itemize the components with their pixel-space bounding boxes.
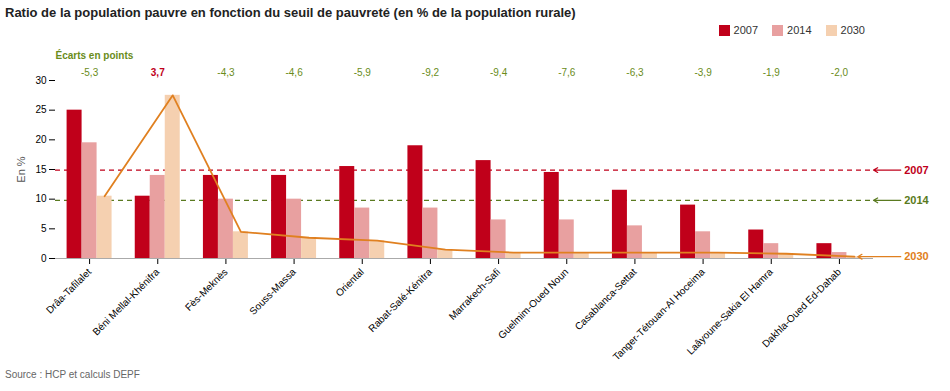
svg-text:Casablanca-Settat: Casablanca-Settat <box>573 266 639 332</box>
svg-text:10: 10 <box>35 193 47 204</box>
svg-text:Rabat-Salé-Kénitra: Rabat-Salé-Kénitra <box>366 266 434 334</box>
html-text:Source : HCP et calculs DEPF: Source : HCP et calculs DEPF <box>5 369 140 380</box>
svg-text:-7,6: -7,6 <box>558 67 576 78</box>
svg-text:2030: 2030 <box>904 250 928 262</box>
html-text:Ratio de la population pauvre: Ratio de la population pauvre en fonctio… <box>5 5 576 20</box>
svg-text:5: 5 <box>41 223 47 234</box>
svg-text:Oriental: Oriental <box>333 266 366 299</box>
html-text:2007: 2007 <box>733 24 758 36</box>
svg-text:Béni Mellal-Khénifra: Béni Mellal-Khénifra <box>90 266 161 337</box>
svg-text:Souss-Massa: Souss-Massa <box>247 266 298 317</box>
svg-text:-3,9: -3,9 <box>694 67 712 78</box>
svg-text:30: 30 <box>35 75 47 86</box>
svg-text:-5,9: -5,9 <box>354 67 372 78</box>
svg-text:Tanger-Tétouan-Al Hoceima: Tanger-Tétouan-Al Hoceima <box>610 266 707 363</box>
svg-text:2014: 2014 <box>904 194 929 206</box>
svg-text:20: 20 <box>35 134 47 145</box>
svg-text:Drâa-Tafilalet: Drâa-Tafilalet <box>44 266 94 316</box>
html-text:2014: 2014 <box>787 24 812 36</box>
svg-text:Laâyoune-Sakia El Hamra: Laâyoune-Sakia El Hamra <box>684 266 775 357</box>
svg-text:15: 15 <box>35 164 47 175</box>
svg-text:-2,0: -2,0 <box>831 67 849 78</box>
html-text:2030: 2030 <box>840 24 865 36</box>
svg-text:-4,6: -4,6 <box>285 67 303 78</box>
svg-text:-4,3: -4,3 <box>217 67 235 78</box>
svg-text:-9,4: -9,4 <box>490 67 508 78</box>
svg-text:Fès-Meknès: Fès-Meknès <box>183 266 230 313</box>
svg-text:Écarts en points: Écarts en points <box>56 49 134 61</box>
svg-text:-5,3: -5,3 <box>81 67 99 78</box>
svg-text:2007: 2007 <box>904 164 928 176</box>
svg-text:Marrakech-Safi: Marrakech-Safi <box>447 266 503 322</box>
svg-text:-1,9: -1,9 <box>763 67 781 78</box>
svg-text:En %: En % <box>15 156 27 183</box>
svg-text:3,7: 3,7 <box>151 67 165 78</box>
svg-text:-9,2: -9,2 <box>422 67 440 78</box>
svg-text:-6,3: -6,3 <box>626 67 644 78</box>
svg-text:Dakhla-Oued Ed-Dahab: Dakhla-Oued Ed-Dahab <box>760 266 844 350</box>
svg-text:Guelmim-Oued Noun: Guelmim-Oued Noun <box>496 266 571 341</box>
svg-text:0: 0 <box>41 253 47 264</box>
svg-text:25: 25 <box>35 104 47 115</box>
